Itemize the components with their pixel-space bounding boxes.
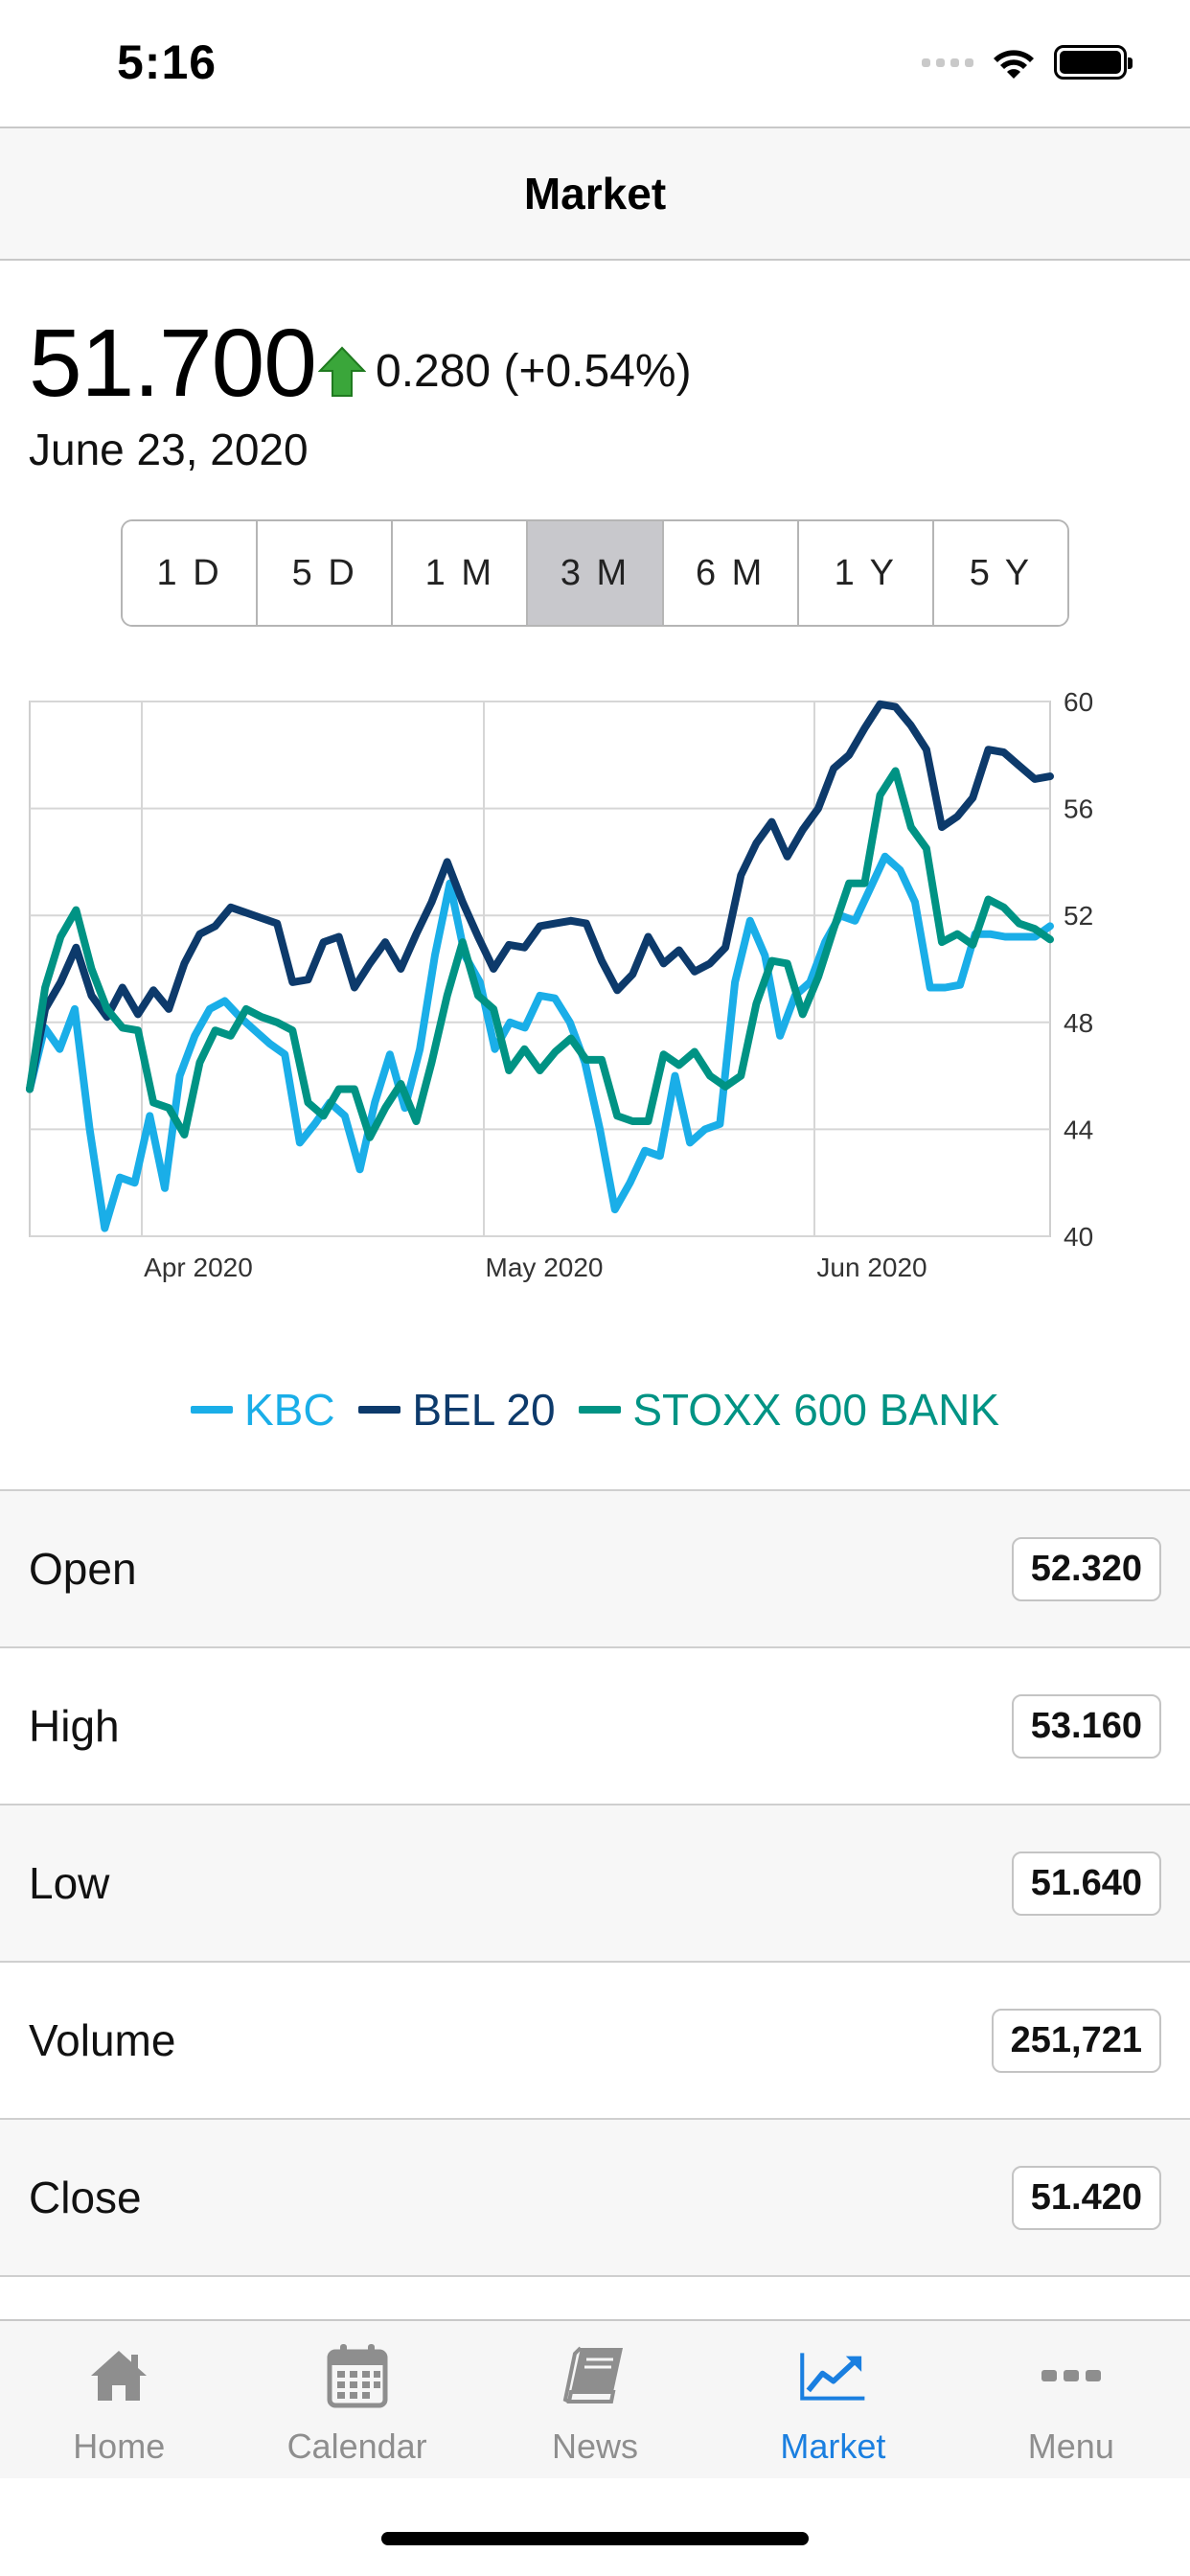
current-price: 51.700 [29, 310, 317, 417]
tab-label: Menu [1027, 2426, 1114, 2466]
stat-label: Low [29, 1858, 110, 1908]
stat-row-close: Close 51.420 [0, 2120, 1190, 2277]
x-tick-label: May 2020 [486, 1253, 604, 1282]
legend-label: STOXX 600 BANK [632, 1385, 999, 1435]
tab-calendar[interactable]: Calendar [238, 2321, 475, 2478]
legend-swatch [190, 1406, 233, 1414]
x-tick-label: Jun 2020 [816, 1253, 927, 1282]
stat-label: Open [29, 1544, 137, 1594]
price-chart[interactable]: 40 44 48 52 56 60 Apr 2020 May 2020 Jun 2020 [0, 671, 1190, 1303]
range-1d-button[interactable]: 1 D [123, 521, 259, 625]
stat-label: High [29, 1701, 120, 1751]
tab-label: Calendar [286, 2426, 427, 2466]
x-tick-label: Apr 2020 [144, 1253, 253, 1282]
legend-item-bel20: BEL 20 [358, 1384, 556, 1436]
y-tick-label: 48 [1064, 1008, 1093, 1038]
y-tick-label: 60 [1064, 687, 1093, 717]
range-5y-button[interactable]: 5 Y [933, 521, 1067, 625]
range-3m-button[interactable]: 3 M [528, 521, 664, 625]
navigation-bar: Market [0, 126, 1190, 261]
cellular-signal-icon [922, 58, 973, 67]
stat-value: 51.640 [1011, 1851, 1161, 1916]
chart-icon [799, 2342, 866, 2409]
calendar-icon [324, 2342, 391, 2409]
range-1y-button[interactable]: 1 Y [798, 521, 934, 625]
series-line-stoxx-600-bank [26, 767, 1054, 1141]
stat-row-volume: Volume 251,721 [0, 1963, 1190, 2120]
tab-label: News [552, 2426, 639, 2466]
wifi-icon [994, 50, 1034, 79]
tab-news[interactable]: News [476, 2321, 714, 2478]
stat-row-high: High 53.160 [0, 1648, 1190, 1806]
tab-label: Market [780, 2426, 886, 2466]
stat-row-low: Low 51.640 [0, 1806, 1190, 1963]
tab-label: Home [73, 2426, 166, 2466]
stat-row-open: Open 52.320 [0, 1491, 1190, 1648]
battery-icon [1054, 45, 1133, 80]
legend-swatch [579, 1406, 622, 1414]
status-bar: 5:16 [0, 0, 1190, 126]
series-line-kbc [26, 852, 1054, 1232]
status-time: 5:16 [117, 35, 217, 89]
home-icon [85, 2342, 152, 2409]
stat-value: 52.320 [1011, 1536, 1161, 1601]
range-1m-button[interactable]: 1 M [393, 521, 529, 625]
price-change-text: 0.280 (+0.54%) [376, 346, 692, 397]
legend-item-kbc: KBC [190, 1384, 335, 1436]
range-5d-button[interactable]: 5 D [258, 521, 394, 625]
book-icon [561, 2342, 629, 2409]
stat-label: Close [29, 2173, 142, 2222]
tab-market[interactable]: Market [714, 2321, 951, 2478]
price-change: 0.280 (+0.54%) [318, 345, 692, 398]
status-icons [922, 44, 1133, 80]
y-tick-label: 44 [1064, 1115, 1093, 1144]
page-title: Market [523, 169, 667, 218]
tab-bar: Home Calendar [0, 2319, 1190, 2478]
range-6m-button[interactable]: 6 M [663, 521, 799, 625]
legend-item-stoxx600bank: STOXX 600 BANK [579, 1384, 999, 1436]
range-selector: 1 D 5 D 1 M 3 M 6 M 1 Y 5 Y [121, 519, 1069, 627]
series-line-bel-20 [26, 700, 1054, 1093]
legend-swatch [358, 1406, 401, 1414]
y-tick-label: 52 [1064, 901, 1093, 931]
quote-date: June 23, 2020 [29, 425, 309, 474]
quote-stats: Open 52.320 High 53.160 Low 51.640 Volum… [0, 1489, 1190, 2277]
chart-legend: KBC BEL 20 STOXX 600 BANK [0, 1372, 1190, 1436]
stat-value: 251,721 [991, 2008, 1161, 2073]
up-arrow-icon [318, 346, 366, 397]
home-indicator [381, 2532, 809, 2545]
legend-label: KBC [243, 1385, 335, 1435]
tab-home[interactable]: Home [0, 2321, 238, 2478]
stat-label: Volume [29, 2015, 176, 2065]
y-tick-label: 40 [1064, 1222, 1093, 1252]
stat-value: 51.420 [1011, 2165, 1161, 2230]
legend-label: BEL 20 [412, 1385, 556, 1435]
y-tick-label: 56 [1064, 794, 1093, 824]
stat-value: 53.160 [1011, 1693, 1161, 1759]
more-icon [1038, 2342, 1105, 2409]
tab-menu[interactable]: Menu [952, 2321, 1190, 2478]
